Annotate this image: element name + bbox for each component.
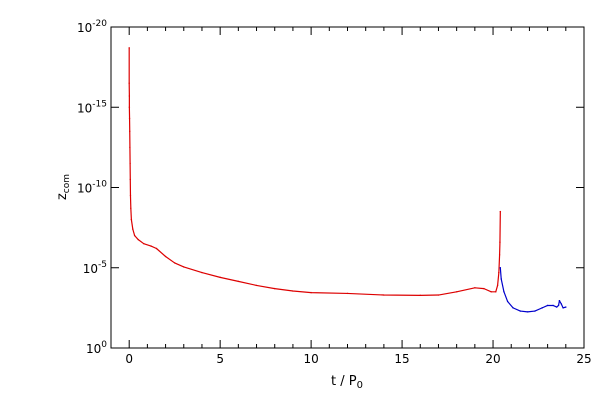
series-0-point bbox=[498, 271, 500, 274]
series-0-point bbox=[132, 228, 134, 230]
series-0-point bbox=[498, 254, 501, 256]
series-1-point bbox=[506, 300, 509, 303]
y-axis-ticks: 100 10-5 10-10 10-15 10-20 bbox=[77, 19, 584, 356]
series-1-point bbox=[560, 303, 562, 305]
series-0-point bbox=[128, 106, 131, 108]
series-0-point bbox=[499, 241, 501, 243]
series-0-point bbox=[128, 47, 130, 49]
series-1-point bbox=[541, 307, 543, 309]
series-0-point bbox=[155, 247, 158, 250]
series-0-point bbox=[133, 234, 136, 237]
y-tick-label: 10-20 bbox=[77, 19, 107, 35]
series-1-point bbox=[552, 304, 554, 307]
series-0-point bbox=[128, 117, 131, 120]
series-1-point bbox=[534, 310, 536, 312]
series-1-point bbox=[557, 304, 560, 307]
y-tick-label: 100 bbox=[86, 340, 107, 356]
series-0-line bbox=[128, 47, 501, 296]
plot-frame bbox=[110, 26, 585, 349]
x-tick-label: 15 bbox=[394, 352, 409, 366]
series-1-point bbox=[556, 306, 558, 308]
x-tick-label: 20 bbox=[485, 352, 500, 366]
y-axis-label: zcom bbox=[55, 174, 72, 200]
series-0-point bbox=[495, 291, 497, 293]
series-1-point bbox=[565, 306, 567, 308]
series-0-point bbox=[474, 287, 476, 289]
series-0-point bbox=[483, 287, 485, 290]
x-axis-label-sub: 0 bbox=[357, 380, 363, 391]
series-1-point bbox=[546, 304, 549, 307]
series-0-point bbox=[129, 162, 131, 165]
x-axis-label-main: t / P bbox=[331, 374, 357, 389]
series-0-point bbox=[129, 146, 131, 149]
series-0-point bbox=[255, 284, 258, 287]
y-axis-label-main: z bbox=[55, 193, 70, 200]
series-0-point bbox=[346, 292, 349, 295]
series-0-point bbox=[219, 276, 221, 279]
series-0-point bbox=[129, 130, 131, 133]
x-axis-ticks: 0 5 10 15 20 25 bbox=[110, 27, 592, 366]
series-0-point bbox=[183, 266, 185, 268]
series-1-point bbox=[499, 267, 502, 269]
x-tick-label: 0 bbox=[125, 352, 133, 366]
series-1-point bbox=[519, 310, 522, 312]
series-1-point bbox=[512, 307, 514, 309]
series-0-point bbox=[383, 294, 385, 296]
series-1-point bbox=[558, 299, 561, 302]
series-0-point bbox=[201, 271, 203, 274]
series-1-point bbox=[526, 311, 529, 313]
series-1-line bbox=[499, 267, 566, 313]
series-0-point bbox=[137, 238, 139, 241]
series-0-point bbox=[419, 294, 421, 297]
series-0-point bbox=[274, 287, 276, 290]
series-0-point bbox=[490, 291, 492, 293]
series-0-point bbox=[129, 194, 132, 197]
series-0-point bbox=[130, 218, 133, 221]
series-0-point bbox=[499, 210, 502, 213]
series-0-point bbox=[496, 284, 499, 287]
series-0-point bbox=[130, 207, 132, 210]
series-1-point bbox=[562, 307, 564, 309]
series-0-point bbox=[164, 255, 167, 258]
series-0-point bbox=[128, 95, 131, 97]
x-axis-label: t / P0 bbox=[331, 374, 363, 391]
series-0-point bbox=[310, 291, 312, 294]
series-0-point bbox=[173, 262, 176, 264]
series-0-point bbox=[128, 82, 130, 84]
x-tick-label: 5 bbox=[216, 352, 224, 366]
series-0-point bbox=[437, 294, 440, 296]
series-0-point bbox=[455, 291, 458, 293]
x-tick-label: 25 bbox=[576, 352, 591, 366]
series-1-point bbox=[500, 278, 502, 280]
series-0-point bbox=[143, 242, 145, 245]
y-axis-label-sub: com bbox=[62, 174, 72, 193]
series-0-point bbox=[292, 290, 294, 292]
series-0-point bbox=[237, 280, 240, 283]
x-tick-label: 10 bbox=[303, 352, 318, 366]
y-tick-label: 10-10 bbox=[77, 180, 107, 196]
y-tick-label: 10-5 bbox=[83, 260, 107, 276]
y-tick-label: 10-15 bbox=[77, 99, 107, 115]
series-0-point bbox=[150, 245, 152, 247]
series-layer bbox=[128, 47, 567, 313]
series-1-point bbox=[503, 291, 505, 293]
series-0-point bbox=[129, 178, 131, 181]
